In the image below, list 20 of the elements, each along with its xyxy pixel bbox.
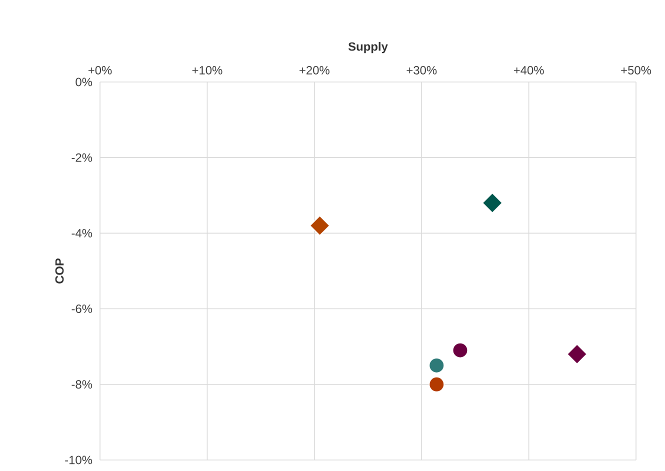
point bbox=[428, 358, 445, 374]
y-tick-label: -8% bbox=[72, 380, 92, 389]
y-axis-title: COP bbox=[55, 258, 64, 284]
x-tick-label: +40% bbox=[514, 66, 544, 74]
x-tick-label: +0% bbox=[88, 66, 112, 74]
x-tick-label: +10% bbox=[192, 66, 222, 74]
y-tick-label: -10% bbox=[65, 456, 92, 464]
point bbox=[452, 342, 468, 358]
x-tick-label: +30% bbox=[406, 66, 437, 74]
x-tick-label: +50% bbox=[621, 66, 652, 74]
point bbox=[566, 344, 588, 365]
y-tick-label: -6% bbox=[72, 304, 92, 314]
point bbox=[428, 376, 445, 392]
x-axis-title: Supply bbox=[348, 42, 388, 54]
point bbox=[482, 192, 503, 214]
y-tick-label: -4% bbox=[72, 229, 92, 238]
y-tick-label: -2% bbox=[72, 153, 92, 162]
y-tick-label: 0% bbox=[76, 78, 92, 86]
x-tick-label: +20% bbox=[300, 66, 330, 74]
point bbox=[309, 215, 330, 236]
